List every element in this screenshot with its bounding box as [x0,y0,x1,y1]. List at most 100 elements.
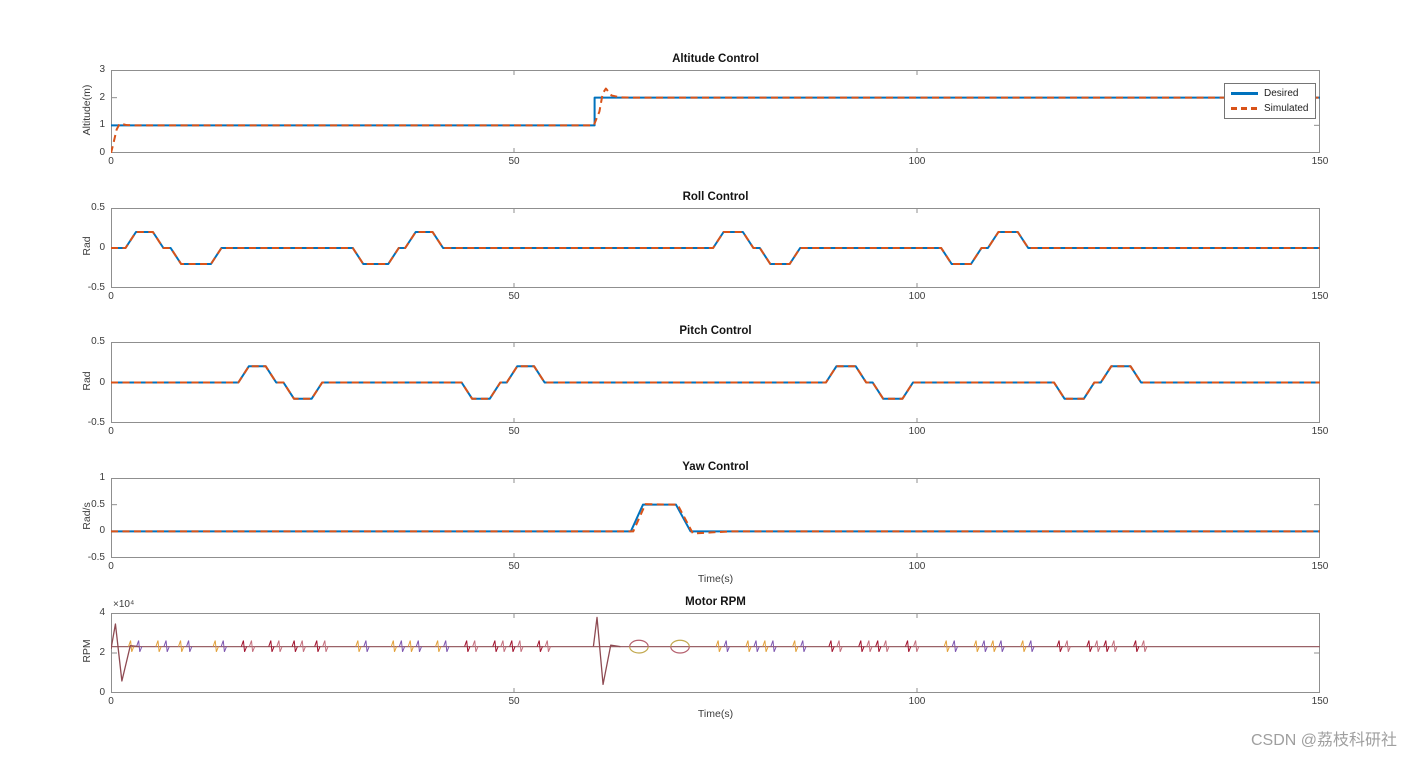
y-tick-label: 2 [99,91,105,103]
motor-spike [1141,640,1148,652]
plot-area [111,208,1320,288]
motor-spike [443,640,450,652]
x-axis-label: Time(s) [697,573,734,585]
y-axis-label: RPM [81,639,93,663]
motor-spike [905,640,912,652]
y-axis-label: Altitude(m) [81,84,93,135]
motor-spike [220,640,227,652]
x-tick-label: 0 [108,291,114,302]
series-simulated [111,231,1320,265]
legend-entry-simulated: Simulated [1231,103,1308,114]
motor-spike [299,640,306,652]
motor-spike [745,640,752,652]
y-tick-label: -0.5 [87,417,105,428]
motor-spike [276,640,283,652]
y-axis-label: Rad [81,236,93,256]
motor-spike [136,640,143,652]
plot-title: Altitude Control [672,53,759,65]
plot-title: Pitch Control [679,325,752,337]
motor-spike [1094,640,1101,652]
x-tick-label: 100 [908,291,926,302]
y-tick-label: 0 [99,525,105,537]
legend: Desired Simulated [1224,83,1317,119]
y-tick-label: 4 [99,607,105,618]
motor-spike [753,640,760,652]
motor-spike [715,640,722,652]
motor-spike [177,640,185,652]
motor-spike [314,640,321,652]
axes-box [111,208,1320,288]
series-desired [111,231,1320,265]
motor-spike [464,640,471,652]
x-tick-label: 150 [1311,291,1329,302]
plot-area [111,70,1320,153]
motor-spike [866,640,873,652]
motor-spike [1086,640,1093,652]
y-axis-label: Rad [81,370,93,391]
series-simulated [111,87,1320,153]
x-tick-label: 0 [108,561,114,572]
y-tick-label: 0 [99,687,105,698]
y-tick-label: 0 [99,147,105,158]
x-tick-label: 100 [908,156,926,167]
motor-spike [1020,640,1027,652]
x-tick-label: 50 [508,696,520,707]
motor-spike [913,640,920,652]
motor-spike [500,640,507,652]
motor-spike [836,640,843,652]
axes-box [111,478,1320,558]
motor-oval-bottom [629,646,649,654]
y-tick-label: 2 [99,647,105,658]
motor-spike [248,640,256,652]
legend-label: Desired [1264,88,1299,99]
motor-spike [1056,640,1063,652]
motor-spike [291,640,298,652]
motor-spike [472,640,479,652]
y-tick-label: 3 [99,64,105,75]
motor-spike [268,640,275,652]
motor-spike [1133,640,1140,652]
y-tick-label: 0 [99,376,105,388]
motor-spike [240,640,248,652]
motor-spike [875,640,882,652]
motor-oval-top [629,639,649,647]
motor-spike [509,640,516,652]
motor-spike [363,640,370,652]
legend-line-dashed-icon [1231,107,1258,110]
motor-spike [398,640,406,652]
motor-spike [128,640,135,652]
motor-spike [762,640,769,652]
plot-title: Roll Control [682,191,749,203]
motor-spike [212,640,219,652]
motor-transient [111,623,140,682]
series-simulated [111,503,1320,535]
legend-entry-desired: Desired [1231,88,1308,99]
motor-spike [951,640,959,652]
series-simulated [111,365,1320,400]
motor-spike [858,640,865,652]
x-tick-label: 100 [908,696,926,707]
motor-spike [723,640,730,652]
y-tick-label: 0.5 [91,498,105,510]
motor-spike [536,640,543,652]
motor-spike [1111,640,1118,652]
motor-spike [828,640,835,652]
axes-box [111,613,1320,693]
motor-spike [943,640,950,652]
x-tick-label: 150 [1311,426,1329,437]
y-tick-label: -0.5 [87,552,105,563]
motor-spike [981,640,988,652]
motor-spike [544,640,551,652]
motor-spike [415,640,423,652]
y-tick-label: 0.5 [91,202,105,213]
x-tick-label: 150 [1311,156,1329,167]
series-desired [111,503,1320,533]
y-axis-label: Rad/s [81,502,93,530]
motor-transient [592,616,621,686]
x-tick-label: 100 [908,561,926,572]
